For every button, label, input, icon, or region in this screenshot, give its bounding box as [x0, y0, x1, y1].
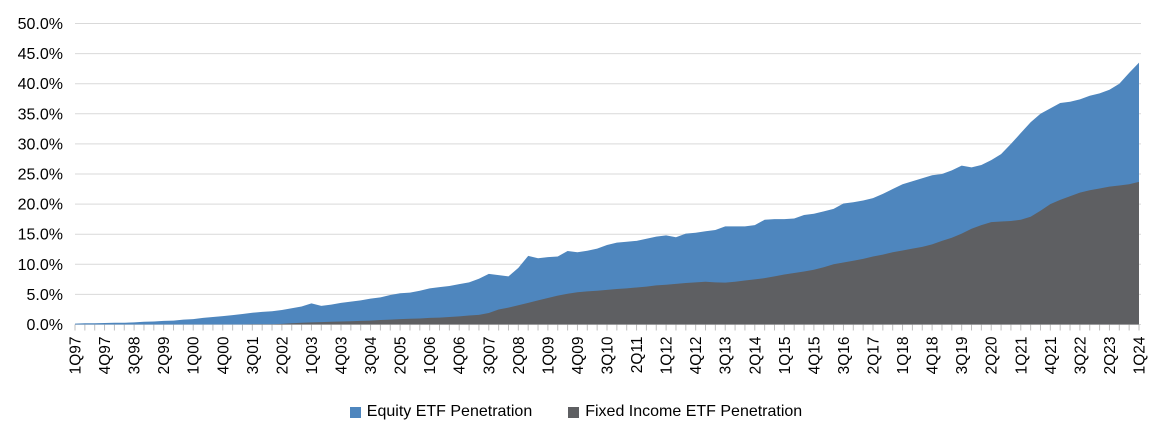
svg-text:4Q12: 4Q12 — [688, 337, 705, 375]
svg-text:10.0%: 10.0% — [18, 257, 63, 274]
svg-text:2Q05: 2Q05 — [393, 337, 410, 375]
legend-item-equity: Equity ETF Penetration — [349, 403, 533, 421]
svg-text:1Q12: 1Q12 — [659, 337, 676, 375]
svg-text:2Q08: 2Q08 — [511, 337, 528, 375]
svg-text:25.0%: 25.0% — [18, 167, 63, 184]
svg-text:20.0%: 20.0% — [18, 197, 63, 214]
svg-text:3Q22: 3Q22 — [1072, 337, 1089, 375]
svg-text:50.0%: 50.0% — [18, 16, 63, 33]
svg-text:3Q19: 3Q19 — [954, 337, 971, 375]
svg-text:3Q01: 3Q01 — [245, 337, 262, 375]
svg-text:3Q98: 3Q98 — [127, 337, 144, 375]
svg-text:1Q03: 1Q03 — [304, 337, 321, 375]
legend-item-fixed-income: Fixed Income ETF Penetration — [568, 403, 802, 421]
svg-text:4Q18: 4Q18 — [925, 337, 942, 375]
svg-text:3Q13: 3Q13 — [718, 337, 735, 375]
svg-text:4Q06: 4Q06 — [452, 337, 469, 375]
equity-legend-swatch-icon — [349, 406, 361, 418]
svg-text:4Q09: 4Q09 — [570, 337, 587, 375]
svg-text:45.0%: 45.0% — [18, 46, 63, 63]
etf-penetration-area-chart: 1Q97 4Q97 3Q98 2Q99 1Q00 4Q00 3Q01 2Q02 1Q03 4Q03… — [18, 16, 1149, 375]
svg-text:1Q97: 1Q97 — [68, 337, 85, 375]
svg-text:30.0%: 30.0% — [18, 136, 63, 153]
svg-text:15.0%: 15.0% — [18, 227, 63, 244]
fixed-income-legend-swatch-icon — [568, 406, 580, 418]
svg-text:35.0%: 35.0% — [18, 106, 63, 123]
svg-text:1Q15: 1Q15 — [777, 337, 794, 375]
svg-text:2Q99: 2Q99 — [156, 337, 173, 375]
equity-legend-label: Equity ETF Penetration — [366, 403, 533, 420]
svg-text:2Q14: 2Q14 — [747, 336, 764, 374]
svg-text:4Q21: 4Q21 — [1043, 337, 1060, 375]
svg-text:4Q03: 4Q03 — [334, 337, 351, 375]
svg-text:4Q97: 4Q97 — [97, 337, 114, 375]
svg-text:2Q11: 2Q11 — [629, 337, 646, 374]
svg-text:1Q21: 1Q21 — [1013, 337, 1030, 375]
svg-text:2Q02: 2Q02 — [274, 337, 291, 375]
svg-text:3Q04: 3Q04 — [363, 336, 380, 374]
svg-text:4Q15: 4Q15 — [806, 337, 823, 375]
chart-legend: Equity ETF Penetration Fixed Income ETF … — [0, 403, 1152, 421]
svg-text:40.0%: 40.0% — [18, 76, 63, 93]
svg-text:1Q24: 1Q24 — [1132, 336, 1149, 374]
svg-text:0.0%: 0.0% — [27, 317, 63, 334]
fixed-income-legend-label: Fixed Income ETF Penetration — [585, 403, 803, 420]
svg-text:3Q07: 3Q07 — [481, 337, 498, 375]
svg-text:4Q00: 4Q00 — [215, 336, 232, 374]
svg-text:3Q10: 3Q10 — [600, 336, 617, 374]
svg-text:1Q18: 1Q18 — [895, 337, 912, 375]
svg-text:3Q16: 3Q16 — [836, 337, 853, 375]
svg-text:1Q00: 1Q00 — [186, 336, 203, 374]
svg-text:2Q23: 2Q23 — [1102, 337, 1119, 375]
svg-text:2Q17: 2Q17 — [866, 337, 883, 375]
svg-text:1Q06: 1Q06 — [422, 337, 439, 375]
svg-text:2Q20: 2Q20 — [984, 336, 1001, 374]
svg-text:5.0%: 5.0% — [27, 287, 63, 304]
svg-text:1Q09: 1Q09 — [540, 337, 557, 375]
